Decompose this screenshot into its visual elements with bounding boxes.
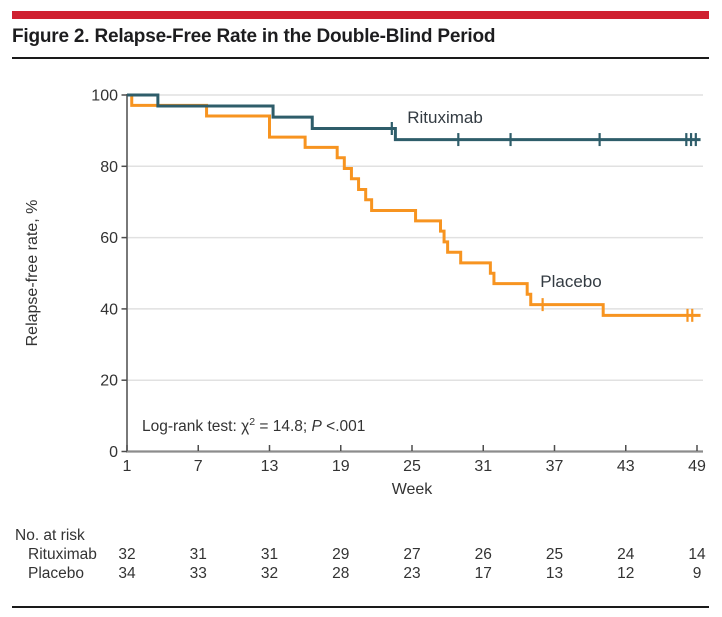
x-tick-label: 19 [332,458,350,475]
risk-count-placebo: 13 [545,565,564,582]
x-tick-label: 13 [261,458,279,475]
y-tick-label: 60 [100,230,118,247]
x-tick-label: 37 [546,458,564,475]
km-curve-rituximab [127,93,701,142]
y-tick-label: 0 [109,444,118,461]
x-tick-label: 1 [123,458,132,475]
accent-bar [12,11,709,19]
x-tick-label: 7 [194,458,203,475]
axis-ticks [121,94,698,453]
risk-count-placebo: 23 [403,565,421,582]
annotation-pvalue: <.001 [321,418,366,436]
risk-row-label-rituximab: Rituximab [28,546,97,563]
risk-count-placebo: 17 [474,565,492,582]
series-label-placebo: Placebo [540,272,602,292]
risk-count-placebo: 9 [692,565,702,582]
y-tick-label: 80 [100,159,118,176]
axes [126,94,703,453]
risk-count-rituximab: 25 [545,546,564,563]
risk-count-rituximab: 32 [118,546,136,563]
censor-marks [390,122,697,322]
gridlines [128,94,703,381]
title-divider [12,57,709,59]
logrank-annotation: Log-rank test: χ2 = 14.8; P <.001 [142,416,365,436]
risk-count-rituximab: 24 [617,546,635,563]
y-axis-title: Relapse-free rate, % [24,199,41,347]
x-tick-label: 43 [617,458,635,475]
risk-count-placebo: 12 [617,565,635,582]
y-tick-label: 40 [100,301,118,318]
risk-count-rituximab: 31 [189,546,207,563]
x-tick-label: 31 [474,458,492,475]
risk-count-rituximab: 29 [332,546,350,563]
risk-count-rituximab: 31 [260,546,279,563]
risk-count-placebo: 28 [332,565,350,582]
axis-tick-labels: 100 80 60 40 20 01 7 13 19 25 31 37 43 49 [91,88,706,476]
risk-row-label-placebo: Placebo [28,565,85,582]
risk-count-placebo: 33 [189,565,207,582]
risk-count-placebo: 32 [260,565,279,582]
risk-count-rituximab: 14 [688,546,706,563]
y-tick-label: 20 [100,373,118,390]
risk-table-title: No. at risk [15,527,85,544]
x-tick-label: 49 [688,458,706,475]
risk-count-placebo: 34 [118,565,136,582]
survival-curves [127,93,701,317]
figure-title: Figure 2. Relapse-Free Rate in the Doubl… [12,26,496,47]
km-curve-placebo [127,93,701,317]
x-axis-title: Week [391,481,433,498]
annotation-stat: = 14.8; [255,418,312,436]
x-tick-label: 25 [403,458,421,475]
annotation-superscript: 2 [249,416,256,428]
bottom-divider [12,606,709,608]
risk-count-rituximab: 26 [474,546,492,563]
series-label-rituximab: Rituximab [407,108,483,128]
y-tick-label: 100 [91,88,118,105]
annotation-p: P [311,418,322,436]
annotation-text: Log-rank test: χ [142,418,250,436]
risk-count-rituximab: 27 [403,546,421,563]
